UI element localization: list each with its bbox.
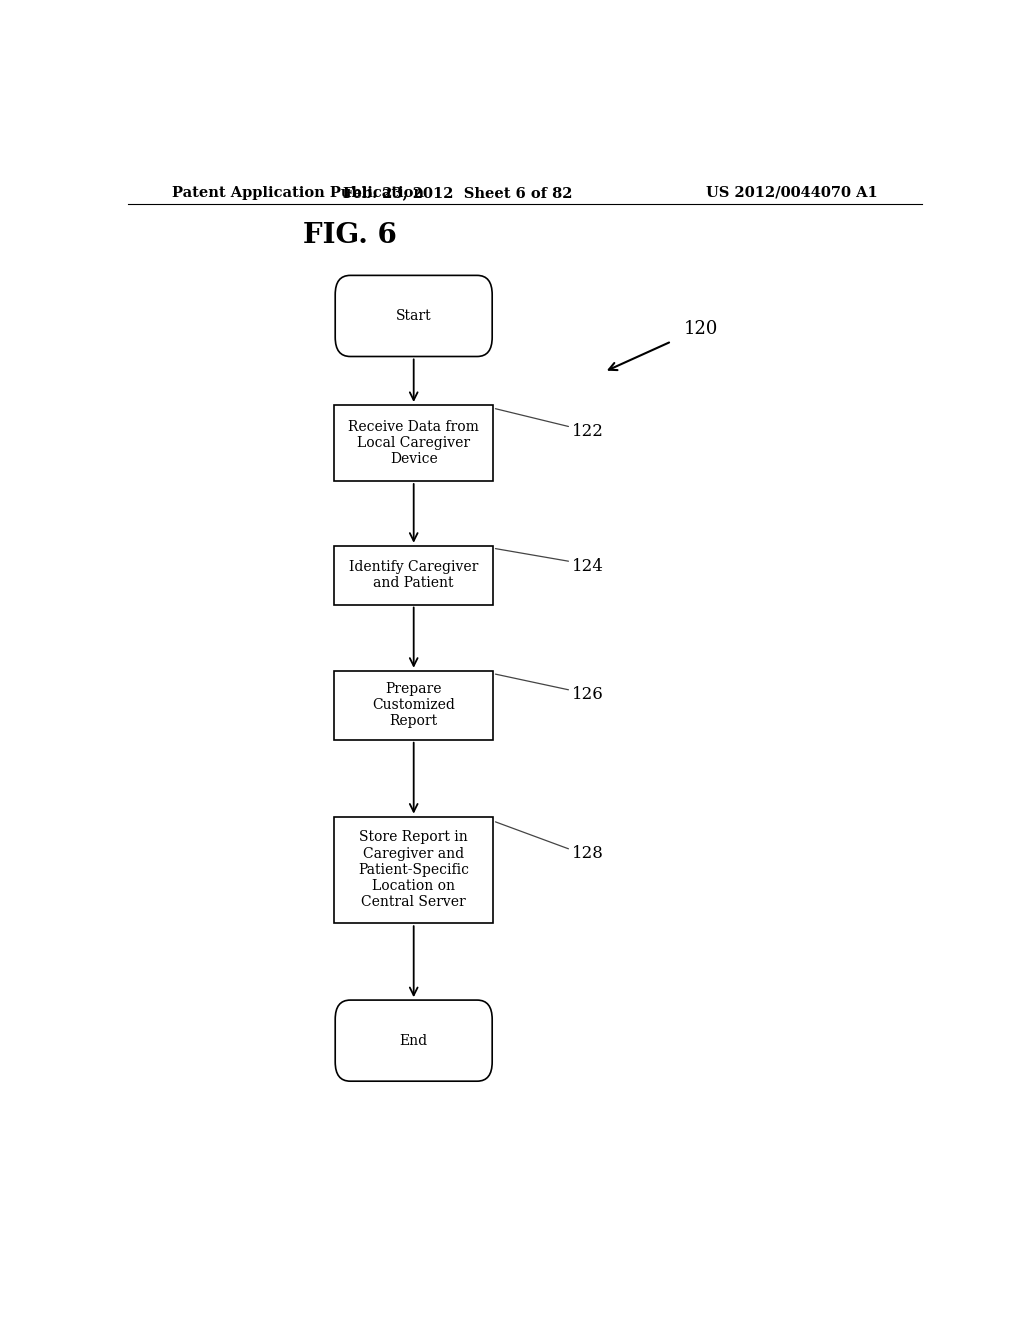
FancyBboxPatch shape <box>335 1001 493 1081</box>
Text: Patent Application Publication: Patent Application Publication <box>172 186 424 199</box>
Bar <box>334 405 494 480</box>
Text: Store Report in
Caregiver and
Patient-Specific
Location on
Central Server: Store Report in Caregiver and Patient-Sp… <box>358 830 469 909</box>
FancyBboxPatch shape <box>335 276 493 356</box>
Bar <box>334 545 494 605</box>
Text: Feb. 23, 2012  Sheet 6 of 82: Feb. 23, 2012 Sheet 6 of 82 <box>343 186 572 199</box>
Text: End: End <box>399 1034 428 1048</box>
Bar <box>334 817 494 923</box>
Text: 120: 120 <box>684 321 718 338</box>
Text: Prepare
Customized
Report: Prepare Customized Report <box>373 682 455 729</box>
Bar <box>334 671 494 739</box>
Text: 124: 124 <box>572 558 604 574</box>
Text: 128: 128 <box>572 845 604 862</box>
Text: 122: 122 <box>572 422 604 440</box>
Text: Receive Data from
Local Caregiver
Device: Receive Data from Local Caregiver Device <box>348 420 479 466</box>
Text: Start: Start <box>396 309 431 323</box>
Text: FIG. 6: FIG. 6 <box>303 222 396 249</box>
Text: Identify Caregiver
and Patient: Identify Caregiver and Patient <box>349 560 478 590</box>
Text: 126: 126 <box>572 686 604 704</box>
Text: US 2012/0044070 A1: US 2012/0044070 A1 <box>707 186 878 199</box>
